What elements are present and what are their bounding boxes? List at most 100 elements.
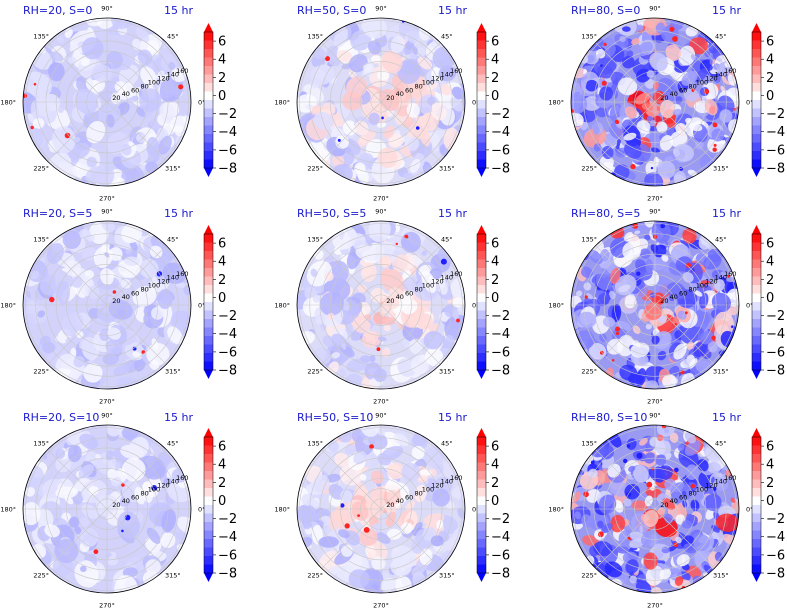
colorbar-segment <box>752 57 761 67</box>
contour-blob <box>416 47 426 58</box>
radial-tick-label: 120 <box>157 482 169 490</box>
contour-blob <box>689 358 698 368</box>
radial-tick-label: 40 <box>122 293 130 301</box>
colorbar-segment <box>477 310 486 320</box>
radial-tick-label: 140 <box>167 71 179 79</box>
contour-blob <box>692 490 705 502</box>
contour-blob <box>361 18 387 39</box>
colorbar-segment <box>477 462 486 472</box>
colorbar-segment <box>477 40 486 50</box>
panel-title: RH=50, S=0 <box>297 4 366 17</box>
angular-tick-label: 315° <box>439 367 455 375</box>
contour-blob <box>597 292 611 307</box>
extreme-spot <box>440 258 447 265</box>
colorbar-segment <box>477 74 486 84</box>
colorbar-segment <box>752 66 761 75</box>
colorbar-segment <box>752 479 761 489</box>
colorbar-tick-label: 0 <box>766 494 774 509</box>
radial-tick-label: 60 <box>131 493 139 501</box>
contour-blob <box>339 368 347 377</box>
extreme-spot <box>731 325 734 329</box>
radial-tick-label: 160 <box>724 474 736 482</box>
polar-frame <box>22 17 192 187</box>
colorbar-segment <box>752 302 761 311</box>
colorbar-segment <box>752 539 761 548</box>
angular-tick-label: 45° <box>441 33 453 41</box>
extreme-spot <box>376 347 381 352</box>
extreme-spot <box>673 542 679 548</box>
panel-time-label: 15 hr <box>438 207 467 220</box>
colorbar-frame <box>751 31 762 169</box>
colorbar-tick-label: 6 <box>766 35 774 50</box>
contour-blob <box>624 141 642 159</box>
colorbar-segment <box>477 513 486 523</box>
contour-blob <box>73 136 81 143</box>
contour-blob <box>388 133 405 147</box>
contour-blob <box>54 538 79 564</box>
radial-tick-label: 100 <box>422 79 434 87</box>
contour-blob <box>704 51 711 58</box>
extreme-spot <box>415 126 420 130</box>
contour-blob <box>409 158 421 173</box>
angular-tick-label: 225° <box>33 164 49 172</box>
extreme-spot <box>600 64 603 67</box>
contour-blob <box>381 348 391 358</box>
contour-blob <box>377 336 387 342</box>
contour-blob <box>644 452 656 464</box>
contour-blob <box>322 335 335 348</box>
angular-gridline <box>654 508 715 569</box>
colorbar-segment <box>204 522 213 531</box>
radial-tick-label: 20 <box>386 94 394 102</box>
contour-blob <box>651 147 660 154</box>
contour-blob <box>577 311 597 328</box>
colorbar-tick-label: 0 <box>218 291 226 306</box>
contour-blob <box>49 51 63 62</box>
extreme-spot <box>646 481 653 488</box>
contour-blob <box>393 433 409 447</box>
colorbar-tick-label: −4 <box>491 530 510 545</box>
colorbar-segment <box>204 49 213 58</box>
contour-blob <box>425 347 444 367</box>
angular-tick-label: 45° <box>167 236 179 244</box>
contour-blob <box>639 437 648 446</box>
colorbar-segment <box>204 496 213 506</box>
extreme-spot <box>363 527 370 533</box>
colorbar-tick-label: 4 <box>491 53 499 68</box>
angular-tick-label: 180° <box>0 302 16 310</box>
contour-blob <box>79 527 99 548</box>
contour-blob <box>714 551 723 562</box>
contour-blob <box>351 501 369 521</box>
contour-blob <box>145 559 161 574</box>
colorbar-segment <box>752 40 761 50</box>
polar-panel: 20 40 60 80 1001201401600°45°90°135°180°225°… <box>0 411 237 610</box>
angular-tick-label: 135° <box>33 236 49 244</box>
angular-tick-label: 315° <box>165 367 181 375</box>
colorbar-segment <box>204 91 213 101</box>
angular-tick-label: 270° <box>647 602 663 610</box>
contour-blob <box>312 294 321 303</box>
radial-tick-label: 100 <box>148 79 160 87</box>
extreme-spot <box>112 290 117 294</box>
polar-panel: 20 40 60 80 1001201401600°45°90°135°180°225°… <box>0 4 237 203</box>
contour-blob <box>676 554 690 567</box>
colorbar-tick-label: −4 <box>218 327 237 342</box>
contour-blob <box>640 533 652 546</box>
colorbar-segment <box>204 32 213 41</box>
contour-blob <box>330 352 341 359</box>
colorbar-tick-label: 2 <box>766 71 774 86</box>
contour-blob <box>715 513 739 532</box>
contour-field <box>23 221 191 389</box>
colorbar-segment <box>752 547 761 557</box>
radial-tick-label: 80 <box>414 489 422 497</box>
radial-tick-label: 100 <box>696 282 708 290</box>
contour-blob <box>430 102 447 121</box>
extreme-spot <box>614 119 620 125</box>
contour-blob <box>354 162 366 175</box>
contour-blob <box>406 102 420 118</box>
colorbar-segment <box>752 259 761 269</box>
contour-blob <box>139 259 159 279</box>
contour-blob <box>360 355 372 363</box>
contour-blob <box>617 334 635 357</box>
contour-blob <box>574 511 582 520</box>
contour-blob <box>39 279 57 296</box>
